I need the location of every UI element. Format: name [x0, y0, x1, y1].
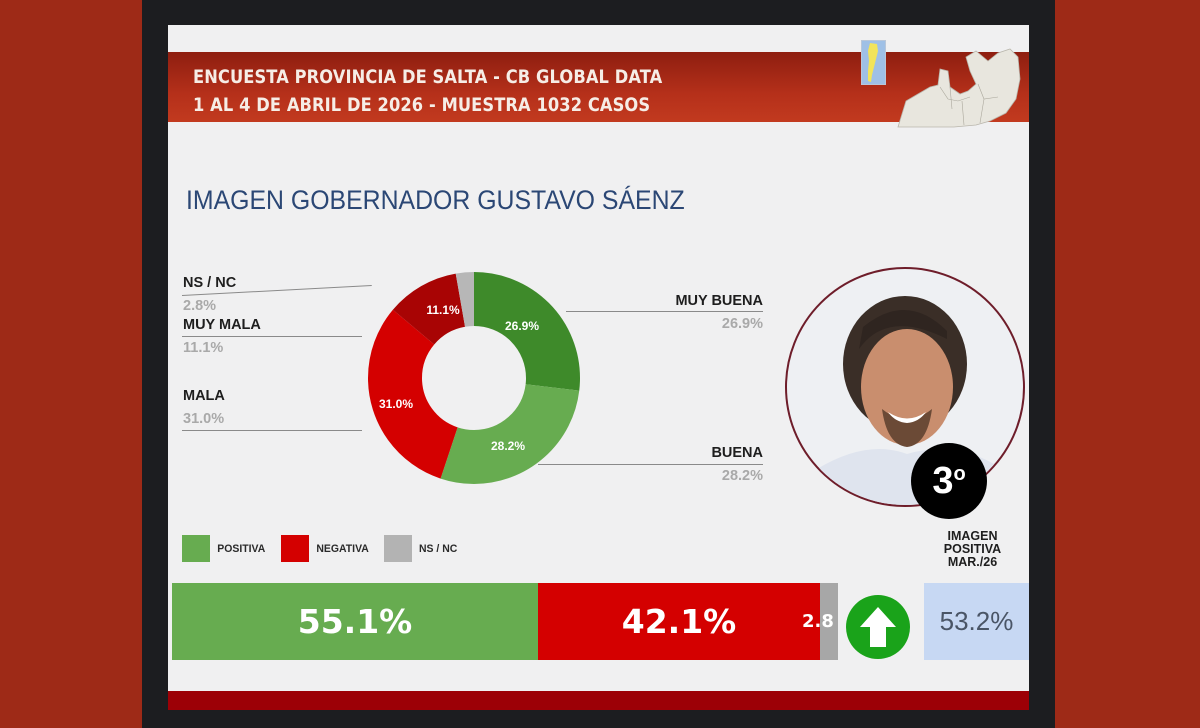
previous-image-label: IMAGEN POSITIVA MAR./26: [943, 529, 1002, 569]
label-nsnc: NS / NC: [183, 275, 237, 291]
legend: POSITIVA NEGATIVA NS / NC: [182, 535, 472, 562]
value-nsnc: 2.8%: [183, 298, 217, 314]
bottom-strip: [168, 691, 1029, 710]
label-muy-buena: MUY BUENA: [675, 293, 763, 309]
leader-line: [182, 430, 362, 431]
value-buena: 28.2%: [721, 468, 763, 484]
header-title: ENCUESTA PROVINCIA DE SALTA - CB GLOBAL …: [193, 67, 663, 88]
chart-title: IMAGEN GOBERNADOR GUSTAVO SÁENZ: [186, 185, 685, 215]
legend-swatch-positiva: [182, 535, 210, 562]
bar-positiva: 55.1%: [172, 583, 538, 660]
legend-label-negativa: NEGATIVA: [315, 542, 369, 555]
value-muy-mala: 11.1%: [183, 340, 224, 356]
donut-chart: 26.9% 28.2% 31.0% 11.1%: [368, 272, 580, 484]
leader-line: [182, 336, 362, 337]
svg-text:31.0%: 31.0%: [379, 397, 413, 411]
label-mala: MALA: [183, 388, 225, 404]
arrow-up-icon: [846, 595, 910, 659]
svg-text:26.9%: 26.9%: [505, 319, 539, 333]
legend-swatch-nsnc: [383, 535, 412, 562]
value-mala: 31.0%: [183, 411, 225, 427]
svg-text:11.1%: 11.1%: [426, 303, 460, 317]
label-muy-mala: MUY MALA: [183, 317, 261, 333]
bar-nsnc: 2.8: [802, 583, 838, 660]
legend-swatch-negativa: [280, 535, 309, 562]
value-muy-buena: 26.9%: [721, 316, 763, 332]
poll-slide: ENCUESTA PROVINCIA DE SALTA - CB GLOBAL …: [168, 25, 1029, 710]
legend-label-positiva: POSITIVA: [217, 542, 266, 555]
previous-image-value: 53.2%: [924, 583, 1029, 660]
legend-label-nsnc: NS / NC: [418, 542, 458, 555]
argentina-minimap-icon: [861, 40, 886, 85]
svg-text:28.2%: 28.2%: [491, 439, 525, 453]
person-icon: [799, 296, 1020, 505]
governor-portrait: [785, 267, 1025, 507]
label-buena: BUENA: [711, 445, 763, 461]
leader-line: [538, 464, 763, 465]
header-subtitle: 1 AL 4 DE ABRIL DE 2026 - MUESTRA 1032 C…: [193, 95, 651, 116]
salta-map-icon: [897, 48, 1021, 128]
bar-negativa: 42.1%: [538, 583, 820, 660]
leader-line: [566, 311, 763, 312]
